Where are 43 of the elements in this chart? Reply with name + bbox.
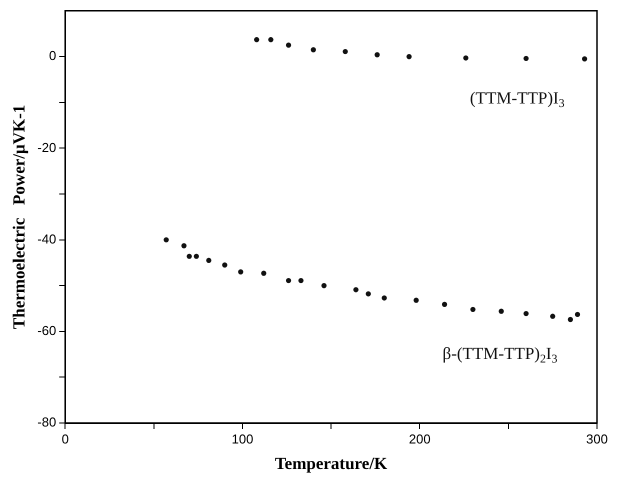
point xyxy=(321,283,327,288)
point xyxy=(298,278,304,284)
y-tick-label: -60 xyxy=(37,322,56,338)
point xyxy=(366,291,371,296)
y-axis-title: Thermoelectric Power/μVK-1 xyxy=(10,104,29,330)
point xyxy=(353,287,359,292)
x-tick-label: 200 xyxy=(408,431,431,446)
point xyxy=(498,308,504,314)
x-tick-label: 0 xyxy=(62,431,69,446)
point xyxy=(164,237,169,242)
x-tick-label: 100 xyxy=(232,431,254,446)
point xyxy=(261,270,266,276)
point xyxy=(550,314,556,319)
y-tick-label: -80 xyxy=(37,414,56,430)
point xyxy=(406,54,412,60)
point xyxy=(374,52,380,58)
y-tick-label: -20 xyxy=(37,140,56,155)
point xyxy=(286,42,292,48)
point xyxy=(268,37,274,42)
point xyxy=(574,312,580,318)
point xyxy=(310,47,316,52)
point xyxy=(186,254,192,259)
point xyxy=(582,56,588,62)
x-axis-title: Temperature/K xyxy=(274,454,388,474)
point xyxy=(238,269,244,274)
point xyxy=(206,258,212,264)
point xyxy=(470,306,476,312)
point xyxy=(463,55,468,61)
point xyxy=(414,298,419,303)
point xyxy=(523,310,529,316)
point xyxy=(286,278,292,284)
y-tick-label: -40 xyxy=(37,231,56,246)
point xyxy=(222,262,228,268)
point xyxy=(523,56,529,62)
x-tick-label: 300 xyxy=(586,431,608,446)
point xyxy=(194,254,199,259)
point xyxy=(382,295,387,301)
point xyxy=(442,302,448,307)
point xyxy=(254,37,260,42)
y-tick-label: 0 xyxy=(48,48,56,64)
point xyxy=(181,243,187,248)
point xyxy=(568,316,574,322)
point xyxy=(342,48,348,54)
